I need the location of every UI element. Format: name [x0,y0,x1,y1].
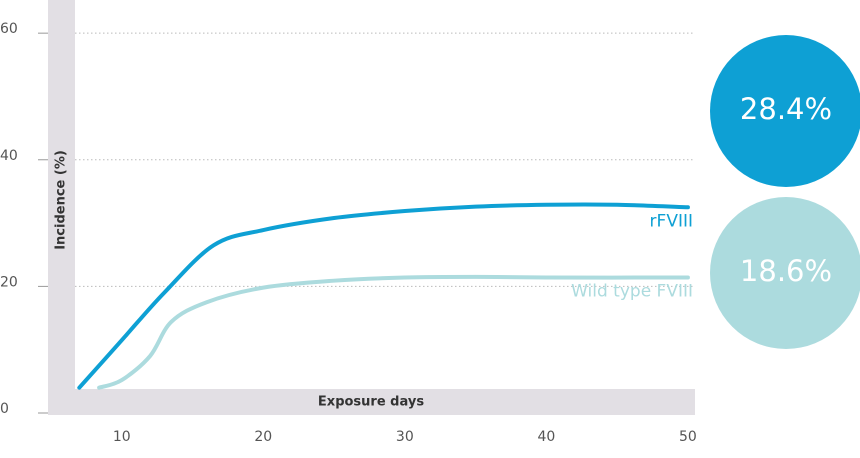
y-axis-band [48,0,75,415]
x-tick-label: 20 [254,429,272,445]
x-tick-label: 10 [113,429,131,445]
y-tick-label: 60 [0,21,18,37]
series-line [97,274,690,390]
x-axis-title: Exposure days [318,395,424,410]
series-line [77,202,690,390]
x-axis-band [48,389,695,415]
x-tick-label: 50 [679,429,697,445]
callout-circle [710,197,860,349]
callout-value: 28.4% [740,92,832,126]
legend-label: Wild type FVIII [571,282,693,302]
y-tick-label: 0 [0,401,9,417]
callout-circle [710,35,860,187]
callout-value: 18.6% [740,254,832,288]
x-tick-label: 30 [396,429,414,445]
y-tick-label: 40 [0,148,18,164]
y-tick-label: 20 [0,274,18,290]
x-tick-label: 40 [537,429,555,445]
y-axis-title: Incidence (%) [54,150,69,250]
legend-label: rFVIII [650,211,693,231]
